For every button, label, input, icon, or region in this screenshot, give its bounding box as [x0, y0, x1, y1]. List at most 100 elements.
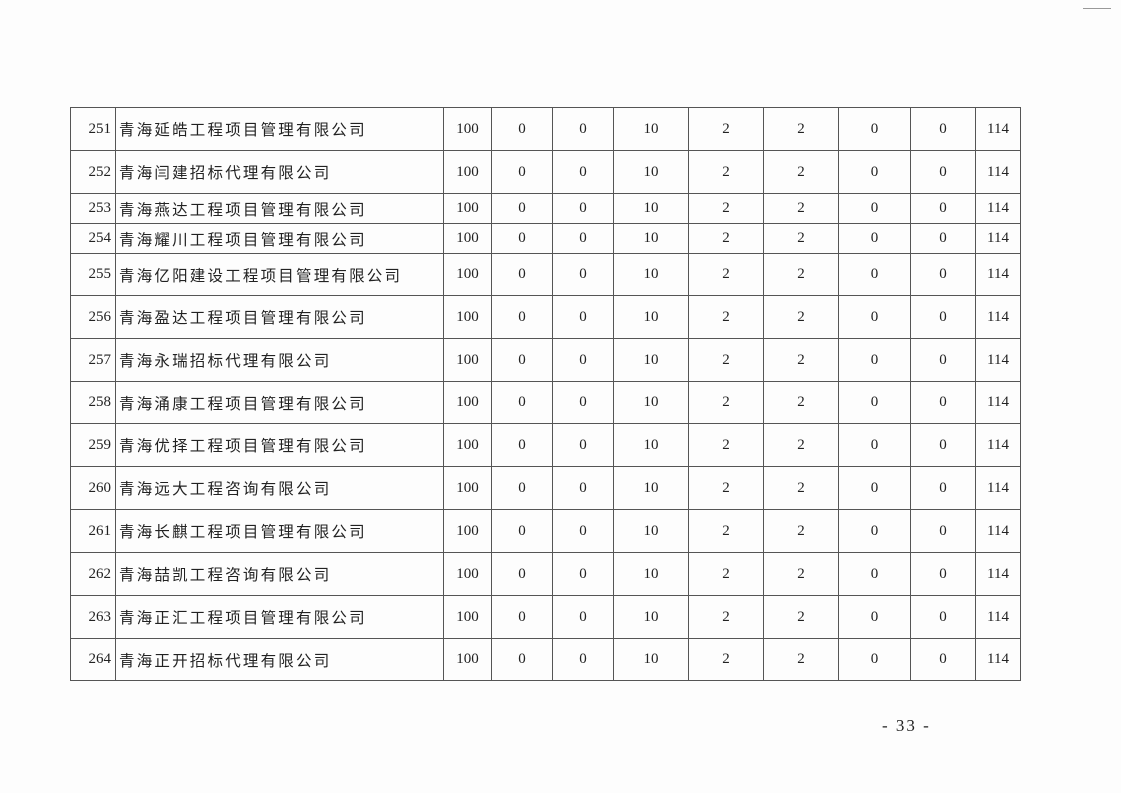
- table-row: 256 青海盈达工程项目管理有限公司 100 0 0 10 2 2 0 0 114: [70, 295, 1021, 339]
- score-cell: 0: [910, 423, 976, 467]
- table-row: 258 青海涌康工程项目管理有限公司 100 0 0 10 2 2 0 0 114: [70, 381, 1021, 424]
- row-number: 259: [70, 423, 116, 467]
- score-cell: 0: [838, 423, 911, 467]
- score-cell: 114: [975, 295, 1021, 339]
- score-cell: 2: [688, 509, 764, 553]
- company-name: 青海闫建招标代理有限公司: [115, 150, 444, 194]
- score-cell: 0: [491, 295, 553, 339]
- score-cell: 0: [838, 466, 911, 510]
- score-cell: 0: [910, 107, 976, 151]
- company-name: 青海远大工程咨询有限公司: [115, 466, 444, 510]
- score-cell: 2: [688, 595, 764, 639]
- score-cell: 100: [443, 552, 492, 596]
- score-cell: 10: [613, 638, 689, 681]
- score-cell: 0: [491, 338, 553, 382]
- score-cell: 0: [838, 638, 911, 681]
- score-cell: 2: [763, 338, 839, 382]
- row-number: 252: [70, 150, 116, 194]
- score-cell: 114: [975, 193, 1021, 224]
- score-cell: 2: [688, 107, 764, 151]
- score-cell: 2: [688, 466, 764, 510]
- score-cell: 10: [613, 193, 689, 224]
- page-number: - 33 -: [882, 716, 931, 735]
- score-cell: 0: [552, 466, 614, 510]
- score-cell: 0: [910, 381, 976, 424]
- score-cell: 10: [613, 107, 689, 151]
- score-cell: 0: [552, 423, 614, 467]
- company-name: 青海延皓工程项目管理有限公司: [115, 107, 444, 151]
- score-cell: 2: [688, 338, 764, 382]
- score-cell: 2: [763, 253, 839, 296]
- score-cell: 10: [613, 423, 689, 467]
- score-cell: 100: [443, 638, 492, 681]
- score-cell: 100: [443, 338, 492, 382]
- score-cell: 0: [491, 223, 553, 254]
- score-cell: 2: [688, 423, 764, 467]
- table-row: 264 青海正开招标代理有限公司 100 0 0 10 2 2 0 0 114: [70, 638, 1021, 681]
- score-cell: 0: [838, 193, 911, 224]
- score-cell: 114: [975, 595, 1021, 639]
- score-cell: 100: [443, 253, 492, 296]
- score-cell: 10: [613, 253, 689, 296]
- row-number: 260: [70, 466, 116, 510]
- score-cell: 114: [975, 466, 1021, 510]
- score-cell: 0: [491, 107, 553, 151]
- score-cell: 0: [910, 466, 976, 510]
- company-name: 青海正开招标代理有限公司: [115, 638, 444, 681]
- score-cell: 100: [443, 509, 492, 553]
- score-cell: 2: [763, 509, 839, 553]
- row-number: 258: [70, 381, 116, 424]
- score-cell: 114: [975, 150, 1021, 194]
- score-cell: 100: [443, 107, 492, 151]
- score-cell: 2: [688, 381, 764, 424]
- score-cell: 100: [443, 150, 492, 194]
- score-cell: 0: [910, 552, 976, 596]
- score-cell: 2: [763, 223, 839, 254]
- score-cell: 10: [613, 595, 689, 639]
- score-cell: 114: [975, 223, 1021, 254]
- score-cell: 0: [552, 595, 614, 639]
- score-cell: 0: [910, 295, 976, 339]
- score-cell: 0: [838, 552, 911, 596]
- score-cell: 0: [910, 253, 976, 296]
- score-cell: 0: [552, 638, 614, 681]
- score-cell: 0: [552, 107, 614, 151]
- table-row: 263 青海正汇工程项目管理有限公司 100 0 0 10 2 2 0 0 114: [70, 595, 1021, 639]
- score-cell: 0: [491, 381, 553, 424]
- company-name: 青海亿阳建设工程项目管理有限公司: [115, 253, 444, 296]
- score-cell: 0: [910, 223, 976, 254]
- score-table: 251 青海延皓工程项目管理有限公司 100 0 0 10 2 2 0 0 114 252 青海闫建招标…: [70, 107, 1021, 681]
- score-cell: 0: [491, 466, 553, 510]
- row-number: 262: [70, 552, 116, 596]
- score-cell: 2: [688, 223, 764, 254]
- score-cell: 2: [688, 295, 764, 339]
- table-row: 257 青海永瑞招标代理有限公司 100 0 0 10 2 2 0 0 114: [70, 338, 1021, 382]
- score-cell: 2: [688, 150, 764, 194]
- row-number: 257: [70, 338, 116, 382]
- score-cell: 0: [491, 423, 553, 467]
- table-row: 253 青海燕达工程项目管理有限公司 100 0 0 10 2 2 0 0 114: [70, 193, 1021, 224]
- table-row: 252 青海闫建招标代理有限公司 100 0 0 10 2 2 0 0 114: [70, 150, 1021, 194]
- score-cell: 0: [552, 381, 614, 424]
- table-row: 254 青海耀川工程项目管理有限公司 100 0 0 10 2 2 0 0 114: [70, 223, 1021, 254]
- score-cell: 0: [910, 193, 976, 224]
- score-cell: 114: [975, 381, 1021, 424]
- score-cell: 0: [552, 295, 614, 339]
- company-name: 青海燕达工程项目管理有限公司: [115, 193, 444, 224]
- score-cell: 10: [613, 381, 689, 424]
- score-cell: 100: [443, 423, 492, 467]
- score-cell: 0: [552, 253, 614, 296]
- score-cell: 114: [975, 552, 1021, 596]
- score-cell: 0: [910, 509, 976, 553]
- score-cell: 0: [552, 193, 614, 224]
- company-name: 青海涌康工程项目管理有限公司: [115, 381, 444, 424]
- company-name: 青海永瑞招标代理有限公司: [115, 338, 444, 382]
- score-cell: 10: [613, 466, 689, 510]
- company-name: 青海正汇工程项目管理有限公司: [115, 595, 444, 639]
- score-cell: 100: [443, 193, 492, 224]
- table-row: 262 青海喆凯工程咨询有限公司 100 0 0 10 2 2 0 0 114: [70, 552, 1021, 596]
- score-cell: 100: [443, 466, 492, 510]
- table-row: 261 青海长麒工程项目管理有限公司 100 0 0 10 2 2 0 0 114: [70, 509, 1021, 553]
- score-cell: 114: [975, 107, 1021, 151]
- score-cell: 2: [688, 552, 764, 596]
